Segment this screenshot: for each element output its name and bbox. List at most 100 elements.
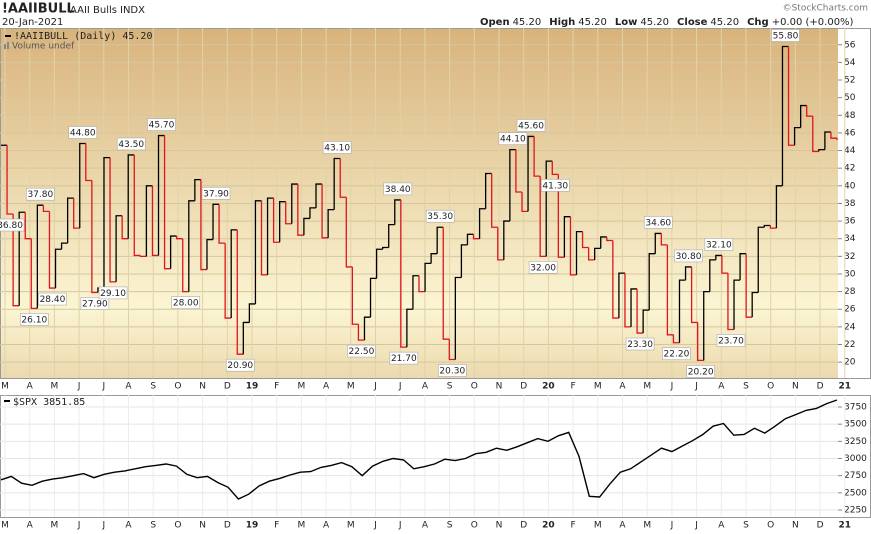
step-segment	[491, 173, 498, 228]
x-tick-label: N	[496, 521, 503, 531]
step-segment	[418, 275, 426, 293]
step-segment	[103, 156, 111, 289]
x-tick-label: F	[274, 382, 279, 392]
data-label: 34.60	[645, 218, 671, 228]
x-tick-label: A	[27, 521, 34, 531]
x-tick-label: N	[199, 382, 206, 392]
step-segment	[727, 273, 735, 331]
x-tick-label: F	[571, 521, 576, 531]
label-box	[147, 118, 176, 131]
step-segment	[642, 309, 650, 334]
y-tick-label: 38	[844, 199, 856, 209]
quote-label: Low	[615, 17, 637, 28]
legend-swatch	[4, 400, 10, 402]
x-tick-label: D	[224, 382, 231, 392]
x-tick-label: M	[594, 382, 602, 392]
x-tick-label: 21	[839, 382, 852, 392]
step-segment	[375, 248, 383, 279]
step-segment	[733, 279, 741, 330]
data-label: 32.10	[706, 240, 732, 250]
step-segment	[224, 243, 232, 319]
x-tick-label: D	[224, 521, 231, 531]
x-tick-label: J	[694, 382, 698, 392]
step-segment	[218, 204, 226, 244]
step-segment	[678, 279, 686, 343]
step-segment	[133, 154, 141, 257]
label-box	[771, 29, 800, 42]
step-segment	[345, 197, 353, 268]
data-label: 44.80	[70, 128, 96, 138]
x-tick-label: N	[199, 521, 206, 531]
step-segment	[424, 262, 432, 292]
data-label: 45.70	[149, 121, 175, 131]
data-label: 43.10	[324, 143, 350, 153]
y-tick-label: 50	[844, 93, 856, 103]
step-segment	[60, 242, 68, 250]
step-segment	[697, 322, 704, 362]
x-tick-label: D	[817, 521, 824, 531]
label-box	[116, 137, 146, 151]
label-box	[171, 296, 201, 309]
x-tick-label: J	[101, 382, 105, 392]
x-tick-label: M	[298, 382, 306, 392]
step-segment	[745, 253, 753, 318]
series-line	[0, 399, 838, 500]
step-segment	[624, 273, 632, 328]
data-label: 37.80	[27, 190, 53, 200]
step-segment	[818, 149, 825, 152]
label-box	[540, 179, 570, 192]
x-tick-label: M	[1, 521, 9, 531]
quote-label: Close	[677, 17, 708, 28]
step-segment	[73, 198, 80, 229]
label-box	[347, 344, 376, 358]
step-segment	[527, 135, 535, 212]
x-tick-label: 20	[542, 382, 555, 392]
x-tick-label: J	[398, 382, 402, 392]
step-segment	[24, 212, 32, 240]
step-segment	[454, 276, 462, 360]
quote-label: Chg	[747, 17, 769, 28]
step-segment	[169, 235, 177, 269]
x-tick-label: J	[101, 521, 105, 531]
step-segment	[109, 157, 117, 283]
step-segment	[412, 275, 419, 310]
x-tick-label: A	[718, 382, 725, 392]
step-segment	[309, 207, 317, 219]
step-segment	[800, 104, 807, 128]
step-segment	[539, 176, 547, 257]
step-segment	[194, 178, 201, 201]
step-segment	[18, 211, 26, 306]
step-segment	[557, 174, 565, 258]
y-tick-label: 56	[844, 40, 856, 50]
data-label: 43.50	[118, 140, 144, 150]
y-tick-label: 3000	[844, 454, 867, 464]
step-segment	[787, 46, 795, 146]
volume-icon	[4, 44, 6, 49]
data-label: 38.40	[385, 185, 411, 195]
label-box	[389, 351, 419, 365]
exchange: INDX	[120, 5, 145, 16]
data-label: 36.80	[0, 221, 23, 231]
step-segment	[587, 247, 595, 261]
label-box	[516, 119, 546, 132]
y-tick-label: 2750	[844, 471, 867, 481]
step-segment	[321, 184, 329, 239]
step-segment	[521, 191, 529, 213]
step-segment	[36, 204, 44, 309]
step-segment	[394, 199, 401, 225]
step-segment	[279, 201, 286, 243]
step-segment	[515, 149, 522, 193]
legend: $SPX 3851.85	[13, 397, 85, 408]
x-tick-label: A	[125, 382, 132, 392]
step-segment	[85, 143, 92, 182]
data-label: 27.90	[82, 299, 108, 309]
step-segment	[272, 198, 280, 243]
x-tick-label: N	[792, 382, 799, 392]
x-tick-label: J	[373, 382, 377, 392]
step-segment	[303, 217, 310, 236]
x-tick-label: S	[150, 382, 156, 392]
step-segment	[176, 236, 183, 240]
step-segment	[618, 272, 625, 319]
step-segment	[703, 290, 710, 361]
x-tick-label: N	[496, 382, 503, 392]
